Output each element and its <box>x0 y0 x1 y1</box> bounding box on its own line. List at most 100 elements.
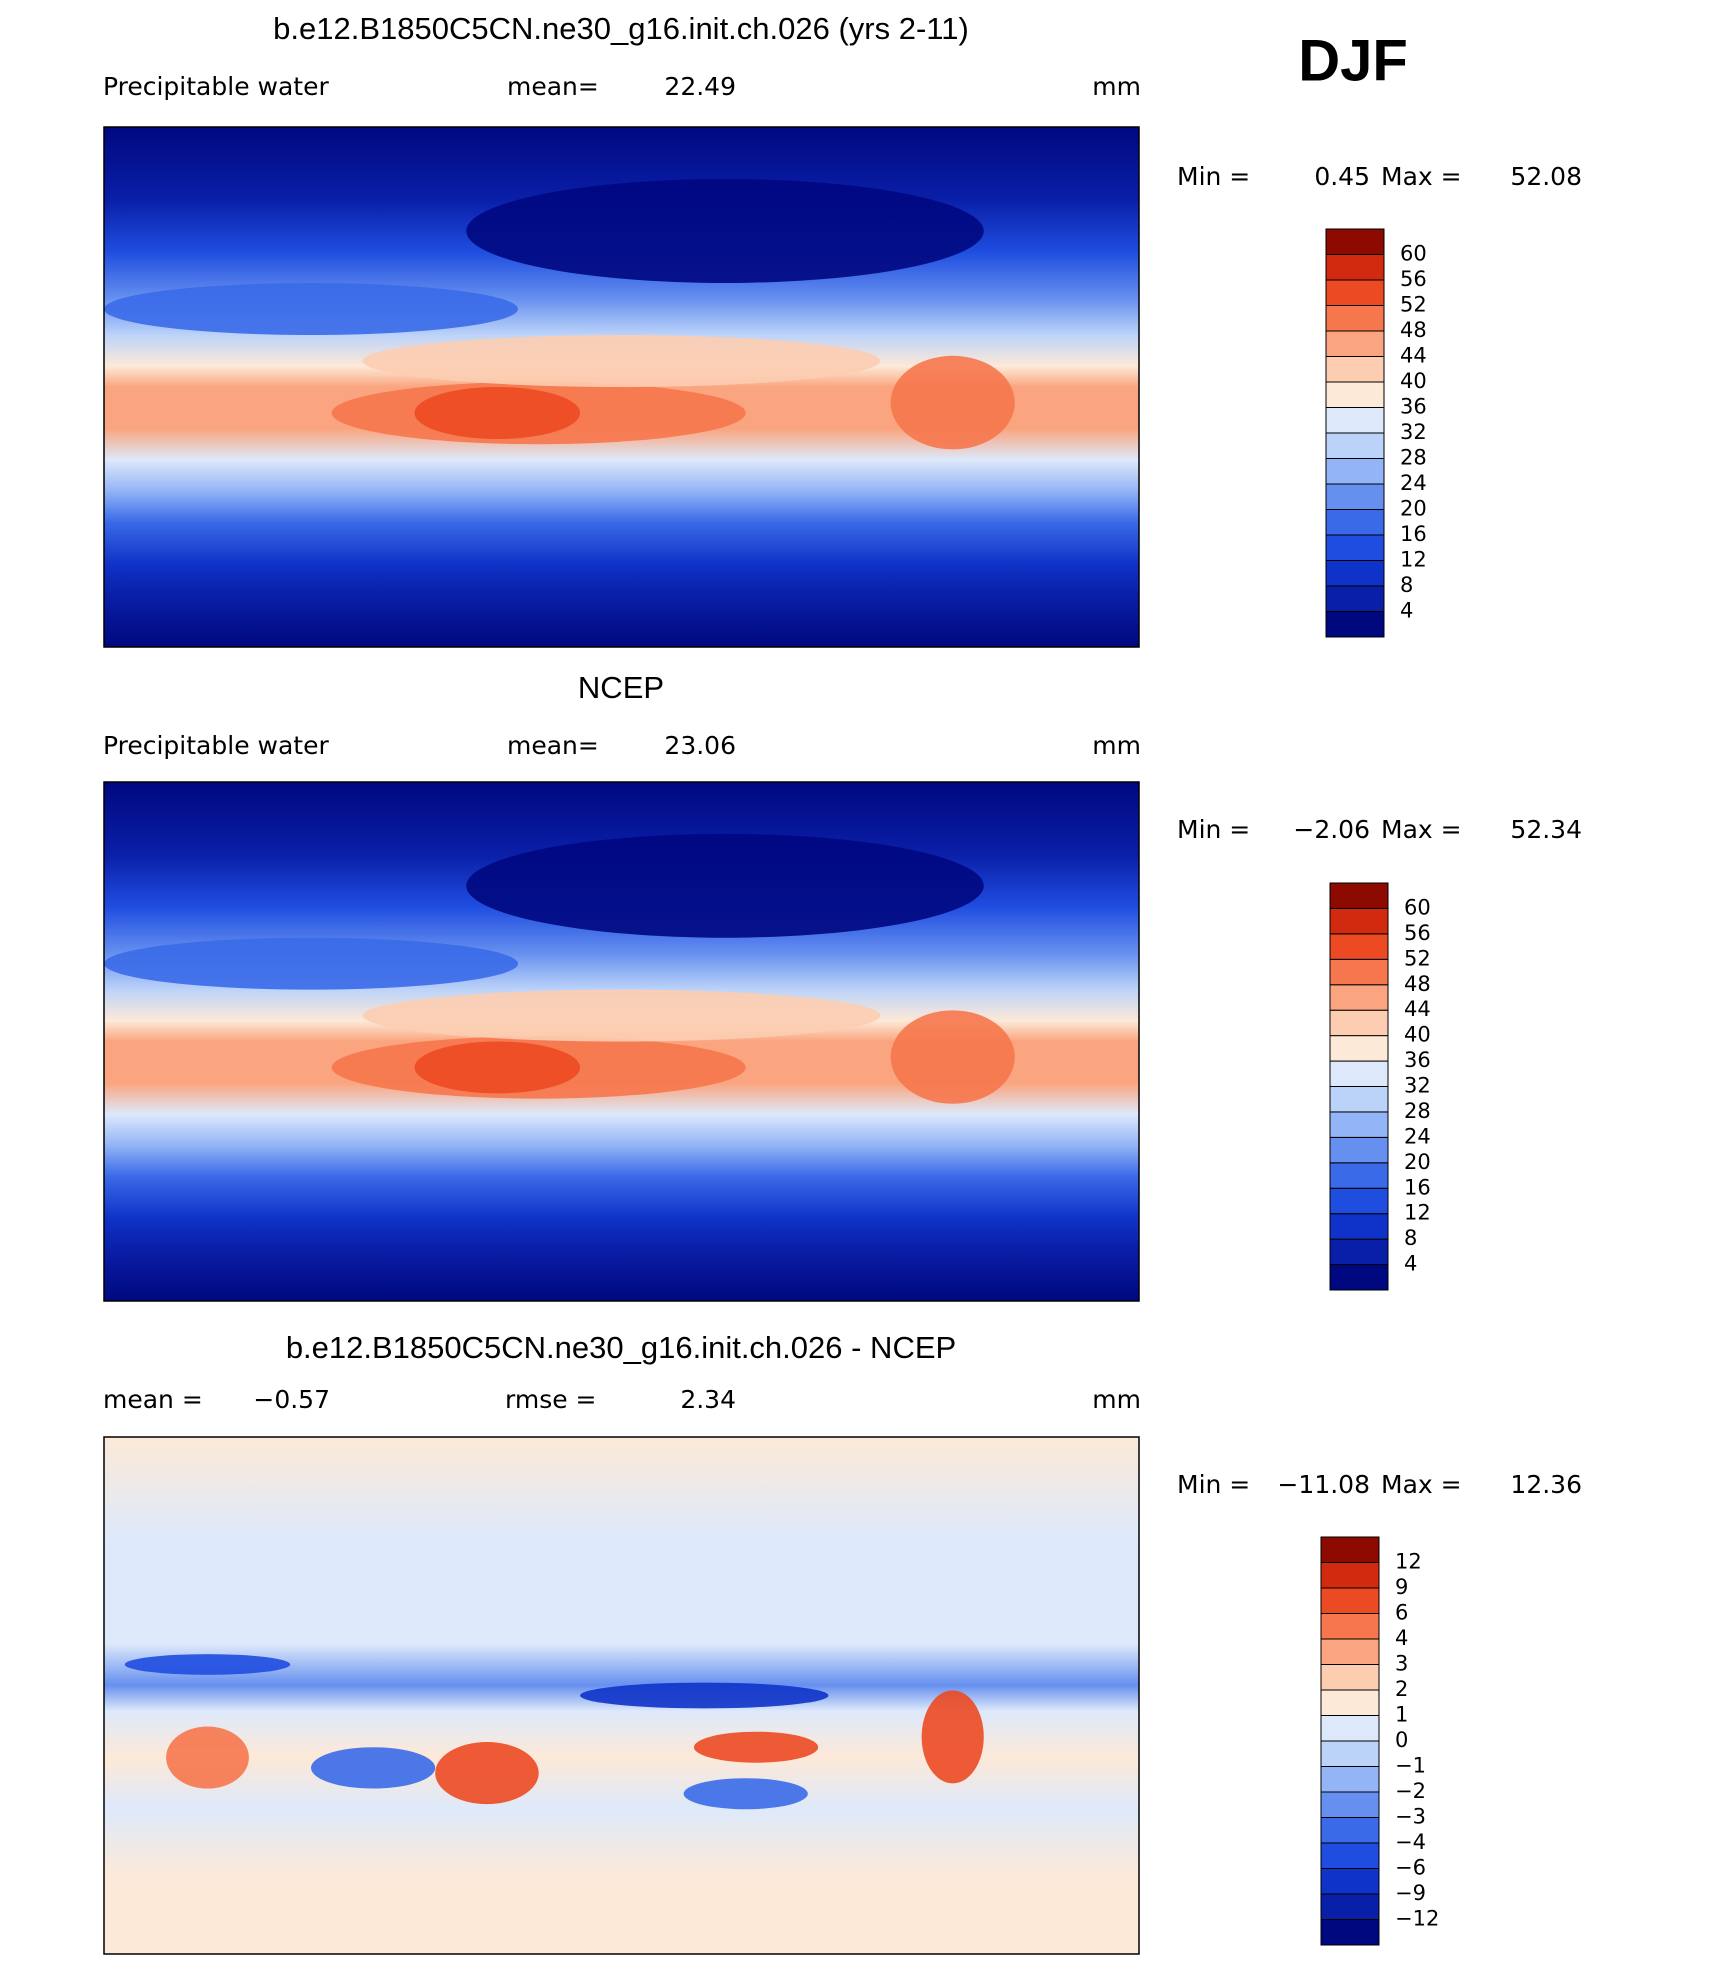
map-shading <box>435 1742 539 1805</box>
colorbar-box <box>1325 254 1385 281</box>
colorbar-box <box>1320 1536 1380 1563</box>
colorbar-box <box>1320 1638 1380 1665</box>
colorbar-label: 56 <box>1400 267 1427 291</box>
map-frame <box>103 126 1140 648</box>
units-label: mm <box>1092 72 1141 101</box>
max-label: Max = <box>1381 162 1462 191</box>
colorbar-box <box>1329 1035 1389 1062</box>
max-value: 12.36 <box>1510 1470 1582 1499</box>
min-label: Min = <box>1177 162 1250 191</box>
colorbar-box <box>1325 305 1385 332</box>
colorbar-label: 40 <box>1404 1023 1431 1047</box>
colorbar-label: 60 <box>1404 895 1431 919</box>
colorbar-box <box>1329 907 1389 935</box>
max-label: Max = <box>1381 815 1462 844</box>
colorbar-label: −2 <box>1395 1779 1426 1803</box>
map-shading <box>414 387 581 439</box>
map-shading <box>466 179 984 283</box>
colorbar-label: 40 <box>1400 369 1427 393</box>
stat-label: mean= <box>507 72 599 101</box>
colorbar-box <box>1329 1238 1389 1266</box>
colorbar-box <box>1329 1264 1389 1291</box>
colorbar-label: 12 <box>1400 548 1427 572</box>
colorbar-label: 32 <box>1400 420 1427 444</box>
colorbar-label: 52 <box>1404 946 1431 970</box>
map-shading <box>104 283 518 335</box>
map-shading <box>683 1778 808 1810</box>
colorbar-label: 36 <box>1400 395 1427 419</box>
colorbar-label: 56 <box>1404 921 1431 945</box>
colorbar-box <box>1329 1136 1389 1164</box>
colorbar-label: 28 <box>1404 1099 1431 1123</box>
stat-label: mean= <box>507 731 599 760</box>
colorbar-label: −1 <box>1395 1754 1426 1778</box>
colorbar-label: 1 <box>1395 1703 1408 1727</box>
colorbar-label: 28 <box>1400 446 1427 470</box>
colorbar-label: 32 <box>1404 1074 1431 1098</box>
colorbar-box <box>1329 984 1389 1011</box>
panel-title: NCEP <box>578 670 664 705</box>
colorbar-label: 0 <box>1395 1728 1408 1752</box>
colorbar-label: 48 <box>1400 318 1427 342</box>
colorbar-box <box>1329 1187 1389 1215</box>
panel-title: b.e12.B1850C5CN.ne30_g16.init.ch.026 (yr… <box>273 11 969 46</box>
colorbar-box <box>1329 958 1389 986</box>
max-value: 52.34 <box>1510 815 1582 844</box>
colorbar-box <box>1329 1060 1389 1087</box>
variable-label: Precipitable water <box>103 731 329 760</box>
stat-value: 23.06 <box>664 731 736 760</box>
colorbar-box <box>1329 1086 1389 1113</box>
colorbar-label: 8 <box>1404 1226 1417 1250</box>
colorbar-box <box>1320 1791 1380 1818</box>
colorbar-label: −6 <box>1395 1856 1426 1880</box>
colorbar-box <box>1325 330 1385 357</box>
season-label: DJF <box>1298 28 1408 93</box>
colorbar-box <box>1329 882 1389 909</box>
map-frame <box>103 1436 1140 1955</box>
map-frame <box>103 781 1140 1302</box>
colorbar-box <box>1320 1817 1380 1844</box>
colorbar-label: 8 <box>1400 573 1413 597</box>
colorbar-label: 12 <box>1395 1550 1422 1574</box>
colorbar-label: −4 <box>1395 1830 1426 1854</box>
colorbar-label: 24 <box>1400 471 1427 495</box>
colorbar-box <box>1325 483 1385 510</box>
min-value: −2.06 <box>1293 815 1370 844</box>
colorbar-box <box>1325 534 1385 561</box>
map-shading <box>921 1690 984 1784</box>
colorbar-box <box>1320 1740 1380 1767</box>
stat-value: 22.49 <box>664 72 736 101</box>
map-shading <box>362 335 881 387</box>
colorbar-label: 48 <box>1404 972 1431 996</box>
map-shading <box>466 833 984 938</box>
map-shading <box>104 937 518 990</box>
map-shading <box>124 1654 291 1675</box>
variable-label: Precipitable water <box>103 72 329 101</box>
colorbar-label: 44 <box>1400 344 1427 368</box>
colorbar-label: 4 <box>1400 599 1413 623</box>
colorbar-box <box>1320 1919 1380 1946</box>
colorbar-box <box>1320 1868 1380 1895</box>
colorbar-box <box>1325 458 1385 485</box>
colorbar-label: 16 <box>1404 1175 1431 1199</box>
map-shading <box>580 1682 829 1709</box>
colorbar-box <box>1325 509 1385 536</box>
map-shading <box>890 1010 1015 1104</box>
stat-value: −0.57 <box>253 1385 330 1414</box>
colorbar-box <box>1325 585 1385 612</box>
min-label: Min = <box>1177 815 1250 844</box>
panel-title: b.e12.B1850C5CN.ne30_g16.init.ch.026 - N… <box>286 1330 956 1365</box>
map-shading <box>890 355 1015 450</box>
colorbar-label: 52 <box>1400 293 1427 317</box>
colorbar-box <box>1329 1162 1389 1189</box>
colorbar-label: 44 <box>1404 997 1431 1021</box>
colorbar-box <box>1325 228 1385 255</box>
colorbar-label: 20 <box>1400 497 1427 521</box>
colorbar-box <box>1320 1715 1380 1742</box>
min-value: −11.08 <box>1277 1470 1370 1499</box>
colorbar-box <box>1329 1213 1389 1240</box>
colorbar-label: 36 <box>1404 1048 1431 1072</box>
colorbar-box <box>1329 933 1389 960</box>
colorbar-box <box>1325 560 1385 587</box>
